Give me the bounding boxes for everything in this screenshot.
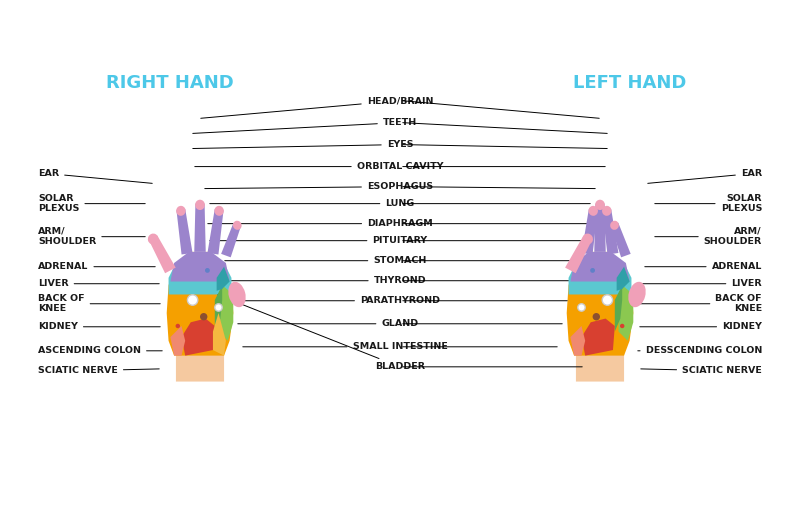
- Circle shape: [578, 304, 586, 311]
- Text: HEAD/BRAIN: HEAD/BRAIN: [201, 96, 434, 118]
- Text: PARATHYROND: PARATHYROND: [233, 296, 440, 305]
- Text: BLADDER: BLADDER: [218, 295, 425, 372]
- Text: BACK OF
KNEE: BACK OF KNEE: [640, 294, 762, 314]
- Text: RIGHT HAND: RIGHT HAND: [106, 74, 234, 93]
- Circle shape: [187, 295, 198, 305]
- Circle shape: [175, 324, 180, 328]
- Polygon shape: [213, 313, 226, 356]
- Polygon shape: [602, 208, 618, 254]
- Text: BACK OF
KNEE: BACK OF KNEE: [38, 294, 160, 314]
- Text: TEETH: TEETH: [193, 118, 417, 133]
- Circle shape: [200, 313, 207, 321]
- Text: ARM/
SHOULDER: ARM/ SHOULDER: [654, 227, 762, 246]
- Polygon shape: [170, 326, 185, 356]
- Ellipse shape: [214, 206, 224, 216]
- Ellipse shape: [176, 206, 186, 216]
- Text: LEFT HAND: LEFT HAND: [574, 74, 686, 93]
- Polygon shape: [614, 285, 622, 331]
- Text: EAR: EAR: [648, 169, 762, 183]
- Polygon shape: [569, 254, 631, 295]
- Text: ADRENAL: ADRENAL: [645, 262, 762, 271]
- Text: SOLAR
PLEXUS: SOLAR PLEXUS: [38, 194, 146, 213]
- Text: SOLAR
PLEXUS: SOLAR PLEXUS: [654, 194, 762, 213]
- Text: LIVER: LIVER: [641, 279, 762, 288]
- Text: GLAND: GLAND: [238, 319, 418, 328]
- Text: LUNG: LUNG: [210, 199, 414, 208]
- Text: EYES: EYES: [193, 140, 414, 149]
- Text: SMALL INTESTINE: SMALL INTESTINE: [242, 342, 447, 351]
- Ellipse shape: [228, 282, 246, 307]
- Text: DESSCENDING COLON: DESSCENDING COLON: [638, 346, 762, 355]
- Polygon shape: [207, 208, 223, 254]
- Text: KIDNEY: KIDNEY: [38, 322, 160, 331]
- Ellipse shape: [195, 200, 205, 210]
- Polygon shape: [610, 223, 630, 258]
- Circle shape: [593, 313, 600, 321]
- Text: DIAPHRAGM: DIAPHRAGM: [208, 219, 433, 228]
- Circle shape: [602, 295, 613, 305]
- Ellipse shape: [582, 234, 593, 244]
- Polygon shape: [594, 202, 606, 252]
- Polygon shape: [214, 285, 222, 331]
- Polygon shape: [570, 252, 630, 281]
- Text: HAND REFLEXOLOGY CHART: HAND REFLEXOLOGY CHART: [167, 13, 633, 40]
- Ellipse shape: [233, 221, 242, 230]
- Ellipse shape: [148, 234, 158, 244]
- Polygon shape: [582, 319, 614, 356]
- Text: ASCENDING COLON: ASCENDING COLON: [38, 346, 162, 355]
- Polygon shape: [170, 252, 230, 281]
- Text: STOMACH: STOMACH: [225, 256, 426, 265]
- Text: ESOPHAGUS: ESOPHAGUS: [205, 182, 433, 191]
- Polygon shape: [565, 236, 592, 273]
- Polygon shape: [177, 208, 193, 254]
- Polygon shape: [217, 267, 230, 291]
- Polygon shape: [182, 319, 214, 356]
- Circle shape: [590, 268, 595, 273]
- Ellipse shape: [602, 206, 611, 216]
- Polygon shape: [169, 254, 231, 295]
- Text: THYROND: THYROND: [228, 276, 426, 285]
- Polygon shape: [618, 285, 634, 341]
- Text: PITUITARY: PITUITARY: [210, 236, 427, 245]
- Polygon shape: [166, 252, 234, 356]
- Ellipse shape: [610, 221, 619, 230]
- Polygon shape: [617, 267, 630, 291]
- Circle shape: [214, 304, 222, 311]
- FancyBboxPatch shape: [176, 354, 224, 382]
- Polygon shape: [218, 285, 234, 341]
- Ellipse shape: [628, 282, 646, 307]
- Text: SCIATIC NERVE: SCIATIC NERVE: [38, 366, 159, 375]
- FancyBboxPatch shape: [576, 354, 624, 382]
- Polygon shape: [194, 202, 206, 252]
- Polygon shape: [566, 252, 634, 356]
- Ellipse shape: [595, 200, 605, 210]
- Text: EAR: EAR: [38, 169, 152, 183]
- Circle shape: [205, 268, 210, 273]
- Circle shape: [620, 324, 625, 328]
- Polygon shape: [570, 326, 586, 356]
- Polygon shape: [221, 223, 241, 258]
- Text: LIVER: LIVER: [38, 279, 159, 288]
- Text: SCIATIC NERVE: SCIATIC NERVE: [641, 366, 762, 375]
- Ellipse shape: [589, 206, 598, 216]
- Text: ARM/
SHOULDER: ARM/ SHOULDER: [38, 227, 146, 246]
- Polygon shape: [149, 236, 176, 273]
- Text: ADRENAL: ADRENAL: [38, 262, 155, 271]
- Text: KIDNEY: KIDNEY: [640, 322, 762, 331]
- Text: ORBITAL CAVITY: ORBITAL CAVITY: [194, 162, 443, 171]
- Polygon shape: [582, 208, 598, 254]
